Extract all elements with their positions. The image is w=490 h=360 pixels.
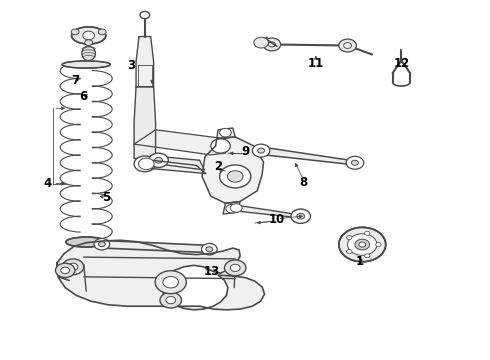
Circle shape	[347, 234, 377, 255]
Polygon shape	[134, 87, 156, 158]
Circle shape	[230, 204, 242, 212]
Circle shape	[230, 264, 240, 271]
Circle shape	[68, 263, 78, 270]
Polygon shape	[155, 156, 204, 170]
Text: 7: 7	[72, 74, 79, 87]
Polygon shape	[134, 130, 225, 155]
Circle shape	[365, 254, 370, 258]
Text: 10: 10	[269, 213, 285, 226]
Circle shape	[258, 148, 265, 153]
Circle shape	[155, 271, 186, 294]
Circle shape	[134, 156, 156, 172]
Circle shape	[98, 29, 106, 35]
Circle shape	[346, 236, 352, 239]
Circle shape	[94, 238, 110, 250]
Circle shape	[98, 242, 105, 247]
Circle shape	[140, 160, 150, 167]
Circle shape	[206, 247, 213, 252]
Polygon shape	[143, 159, 206, 174]
Circle shape	[355, 239, 369, 250]
Circle shape	[211, 139, 230, 153]
Circle shape	[365, 231, 370, 235]
Polygon shape	[257, 146, 358, 165]
Circle shape	[263, 38, 281, 51]
Ellipse shape	[62, 61, 110, 68]
Circle shape	[339, 227, 386, 262]
Circle shape	[160, 292, 181, 308]
Text: 4: 4	[43, 177, 51, 190]
Polygon shape	[217, 128, 235, 139]
Text: 9: 9	[241, 145, 249, 158]
Circle shape	[62, 259, 84, 275]
Circle shape	[226, 204, 238, 213]
Circle shape	[71, 29, 79, 35]
Text: 13: 13	[204, 265, 220, 278]
Text: 1: 1	[356, 255, 364, 268]
Ellipse shape	[66, 237, 107, 247]
Ellipse shape	[72, 27, 106, 44]
Circle shape	[346, 156, 364, 169]
Circle shape	[339, 39, 356, 52]
Circle shape	[291, 209, 311, 224]
Polygon shape	[231, 204, 305, 219]
Circle shape	[140, 12, 150, 19]
Circle shape	[346, 249, 352, 253]
Circle shape	[201, 243, 217, 255]
Polygon shape	[98, 240, 212, 253]
Circle shape	[351, 160, 358, 165]
Ellipse shape	[82, 46, 96, 60]
Circle shape	[166, 279, 175, 286]
Circle shape	[359, 242, 366, 247]
Circle shape	[61, 267, 70, 274]
Text: 2: 2	[214, 160, 222, 173]
Circle shape	[160, 274, 181, 290]
Circle shape	[83, 31, 95, 40]
Circle shape	[55, 263, 75, 278]
Circle shape	[139, 158, 154, 170]
Text: 12: 12	[393, 57, 410, 70]
Circle shape	[149, 153, 168, 167]
Text: 3: 3	[127, 59, 136, 72]
Circle shape	[220, 129, 231, 137]
Text: 8: 8	[299, 176, 308, 189]
Polygon shape	[202, 137, 264, 203]
Circle shape	[297, 213, 305, 219]
Circle shape	[163, 276, 178, 288]
Polygon shape	[136, 37, 154, 87]
Circle shape	[254, 37, 269, 48]
Polygon shape	[223, 202, 240, 214]
Circle shape	[376, 243, 381, 247]
Circle shape	[166, 297, 175, 304]
Circle shape	[224, 260, 246, 276]
Circle shape	[227, 171, 243, 182]
Polygon shape	[57, 240, 265, 310]
Text: 11: 11	[308, 57, 324, 70]
Circle shape	[343, 42, 351, 48]
Circle shape	[220, 165, 251, 188]
Circle shape	[269, 42, 275, 47]
Circle shape	[85, 40, 93, 45]
Text: 6: 6	[80, 90, 88, 103]
Text: 5: 5	[101, 191, 110, 204]
Circle shape	[155, 157, 162, 163]
Circle shape	[252, 144, 270, 157]
